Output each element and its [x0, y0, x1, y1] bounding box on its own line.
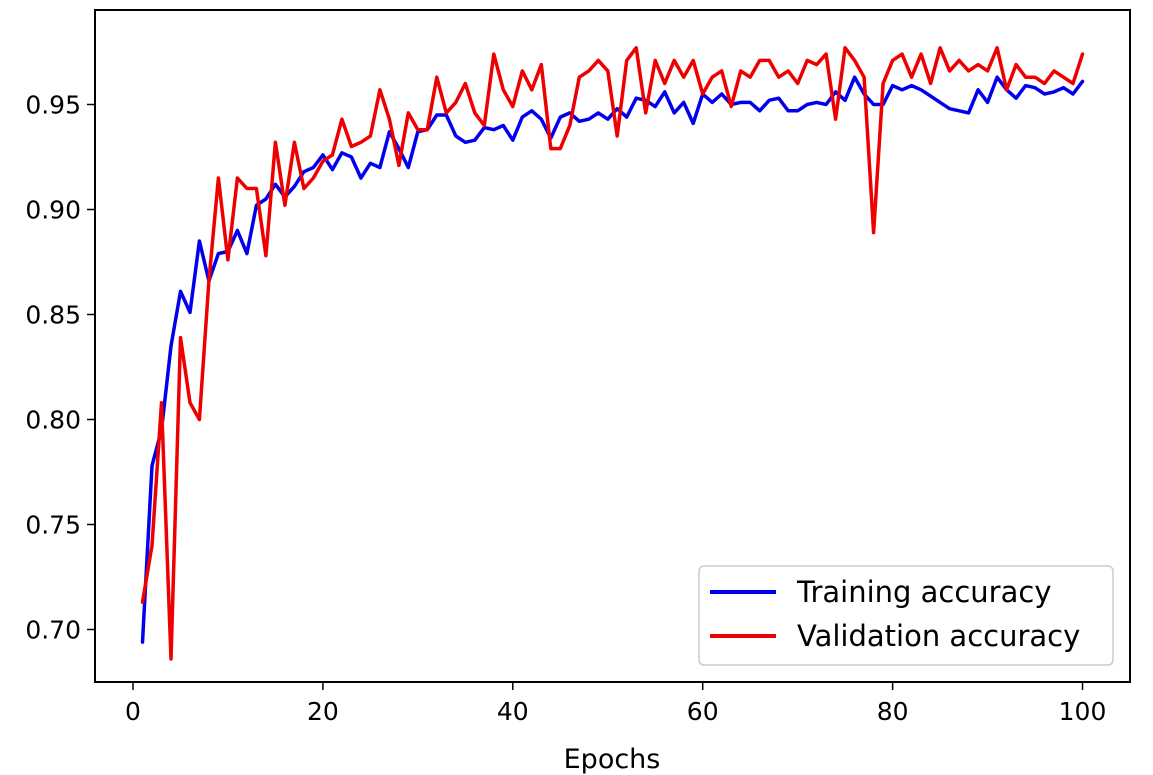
legend: Training accuracy Validation accuracy [698, 565, 1114, 666]
y-tick-label: 0.95 [25, 91, 81, 120]
x-axis: 0 20 40 60 80 100 [125, 682, 1106, 726]
x-tick-label: 60 [687, 697, 719, 726]
x-tick-label: 20 [307, 697, 339, 726]
legend-box [698, 565, 1114, 666]
y-tick-label: 0.75 [25, 511, 81, 540]
series-line-validation [140, 46, 1085, 661]
x-tick-label: 0 [125, 697, 141, 726]
y-tick-label: 0.90 [25, 196, 81, 225]
x-tick-label: 80 [877, 697, 909, 726]
x-tick-label: 40 [497, 697, 529, 726]
legend-label-validation: Validation accuracy [797, 619, 1080, 653]
y-tick-label: 0.85 [25, 301, 81, 330]
x-axis-label: Epochs [564, 744, 661, 775]
x-tick-label: 100 [1059, 697, 1107, 726]
y-tick-label: 0.80 [25, 406, 81, 435]
series-lines [140, 46, 1085, 661]
legend-label-training: Training accuracy [796, 575, 1052, 609]
y-axis: 0.70 0.75 0.80 0.85 0.90 0.95 [25, 91, 95, 645]
y-tick-label: 0.70 [25, 616, 81, 645]
